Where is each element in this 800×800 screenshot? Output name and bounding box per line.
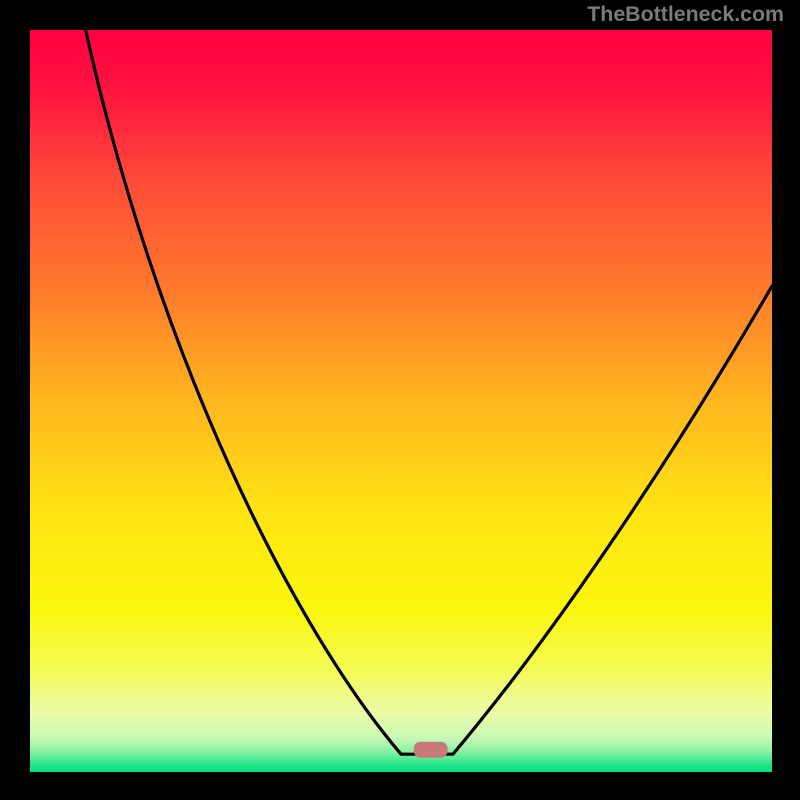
chart-svg — [0, 0, 800, 800]
minimum-marker — [414, 742, 448, 758]
plot-background — [30, 30, 772, 772]
chart-canvas: TheBottleneck.com — [0, 0, 800, 800]
attribution-text: TheBottleneck.com — [587, 2, 784, 27]
